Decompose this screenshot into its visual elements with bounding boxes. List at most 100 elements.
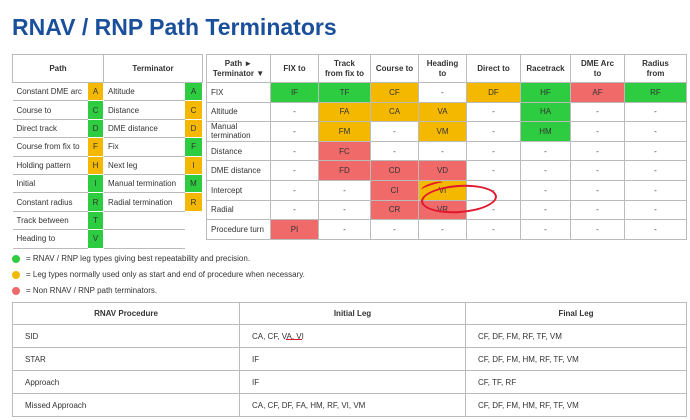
matrix-cell: VD xyxy=(418,160,467,181)
procedures-row: Approach IF CF, TF, RF xyxy=(12,370,687,394)
matrix-cell: HF xyxy=(520,82,571,103)
matrix-cell: CR xyxy=(370,199,419,221)
matrix-cell: - xyxy=(418,82,467,103)
matrix-cell: FC xyxy=(318,140,371,162)
matrix-cell: VM xyxy=(418,121,467,142)
matrix-cell: CF xyxy=(370,82,419,103)
legend-path-code: I xyxy=(87,173,104,194)
matrix-cell: - xyxy=(270,199,319,221)
matrix-column-header: Racetrack xyxy=(520,54,571,83)
procedures-column-header: Final Leg xyxy=(465,302,687,325)
matrix-column-header: Course to xyxy=(370,54,419,83)
matrix-cell: - xyxy=(466,219,521,240)
matrix-cell: - xyxy=(466,160,521,181)
legend-terminator-label: Radial termination xyxy=(103,192,185,212)
procedures-cell: CF, DF, FM, HM, RF, TF, VM xyxy=(465,347,687,371)
legend-table: Path Terminator Constant DME arc A Altitud… xyxy=(12,54,204,249)
matrix-cell: CI xyxy=(370,179,419,201)
matrix-cell: FA xyxy=(318,101,371,123)
matrix-cell: - xyxy=(570,121,625,142)
matrix-cell: AF xyxy=(570,82,625,103)
legend-path-code: T xyxy=(87,210,104,231)
legend-terminator-code: A xyxy=(183,81,204,102)
matrix-cell: - xyxy=(624,219,687,240)
matrix-column-header: Heading to xyxy=(418,54,467,83)
matrix-cell: - xyxy=(624,101,687,123)
matrix-cell: DF xyxy=(466,82,521,103)
procedures-cell: IF xyxy=(239,370,466,394)
matrix-cell: - xyxy=(418,219,467,240)
matrix-cell: - xyxy=(520,160,571,181)
matrix-cell: VR xyxy=(418,199,467,221)
legend-path-label: Course from fix to xyxy=(12,137,88,157)
legend-terminator-label xyxy=(103,229,185,249)
matrix-cell: - xyxy=(570,199,625,221)
matrix-cell: - xyxy=(624,160,687,181)
matrix-cell: - xyxy=(370,219,419,240)
legend-terminator-label: Altitude xyxy=(103,81,185,102)
matrix-cell: FM xyxy=(318,121,371,142)
legend-terminator-code xyxy=(183,210,204,231)
matrix-row-label: Intercept xyxy=(206,179,271,201)
legend-path-code: F xyxy=(87,137,104,157)
legend-path-code: D xyxy=(87,118,104,139)
procedures-column-header: Initial Leg xyxy=(239,302,466,325)
matrix-row: Intercept - - CI VI - - - - xyxy=(206,179,687,201)
matrix-cell: VI xyxy=(418,179,467,201)
legend-terminator-code: F xyxy=(183,137,204,157)
legend-terminator-code: R xyxy=(183,192,204,212)
legend-row: Direct track D DME distance D xyxy=(12,118,204,139)
legend-path-code: H xyxy=(87,155,104,175)
legend-terminator-label: Distance xyxy=(103,100,185,120)
matrix-cell: - xyxy=(466,140,521,162)
matrix-cell: - xyxy=(318,199,371,221)
procedures-cell: STAR xyxy=(12,347,240,371)
page-title: RNAV / RNP Path Terminators xyxy=(12,14,337,40)
matrix-cell: - xyxy=(318,179,371,201)
legend-terminator-label xyxy=(103,210,185,231)
matrix-cell: - xyxy=(270,121,319,142)
matrix-cell: CA xyxy=(370,101,419,123)
procedures-cell: Missed Approach xyxy=(12,393,240,417)
matrix-cell: - xyxy=(570,140,625,162)
matrix-cell: - xyxy=(520,219,571,240)
legend-path-label: Constant radius xyxy=(12,192,88,212)
matrix-cell: - xyxy=(466,121,521,142)
matrix-row: DME distance - FD CD VD - - - - xyxy=(206,160,687,181)
procedures-row: STAR IF CF, DF, FM, HM, RF, TF, VM xyxy=(12,347,687,371)
matrix-cell: - xyxy=(520,140,571,162)
key-text: = Non RNAV / RNP path terminators. xyxy=(26,286,158,295)
matrix-cell: RF xyxy=(624,82,687,103)
matrix-cell: - xyxy=(270,160,319,181)
legend-terminator-code: I xyxy=(183,155,204,175)
procedures-row: Missed Approach CA, CF, DF, FA, HM, RF, V… xyxy=(12,393,687,417)
matrix-cell: - xyxy=(520,179,571,201)
key-text: = Leg types normally used only as start … xyxy=(26,270,305,279)
legend-path-label: Direct track xyxy=(12,118,88,139)
matrix-cell: - xyxy=(570,160,625,181)
matrix-cell: - xyxy=(270,179,319,201)
legend-path-label: Initial xyxy=(12,173,88,194)
green-dot-icon xyxy=(12,254,20,263)
matrix-row: Altitude - FA CA VA - HA - - xyxy=(206,101,687,123)
matrix-cell: - xyxy=(624,199,687,221)
matrix-cell: - xyxy=(570,101,625,123)
matrix-row-label: Altitude xyxy=(206,101,271,123)
legend-terminator-label: Manual termination xyxy=(103,173,185,194)
matrix-cell: - xyxy=(318,219,371,240)
procedures-cell: CF, TF, RF xyxy=(465,370,687,394)
matrix-row: Manual termination - FM - VM - HM - - xyxy=(206,121,687,142)
procedures-cell: CF, DF, FM, RF, TF, VM xyxy=(465,324,687,348)
matrix-cell: TF xyxy=(318,82,371,103)
matrix-row-label: Procedure turn xyxy=(206,219,271,240)
matrix-column-header: Radius from xyxy=(624,54,687,83)
matrix-cell: PI xyxy=(270,219,319,240)
legend-terminator-code: C xyxy=(183,100,204,120)
matrix-cell: HA xyxy=(520,101,571,123)
matrix-cell: - xyxy=(270,140,319,162)
matrix-row-label: DME distance xyxy=(206,160,271,181)
matrix-row: FIX IF TF CF - DF HF AF RF xyxy=(206,82,687,103)
matrix-row-label: Distance xyxy=(206,140,271,162)
matrix-column-header: DME Arc to xyxy=(570,54,625,83)
legend-terminator-label: DME distance xyxy=(103,118,185,139)
